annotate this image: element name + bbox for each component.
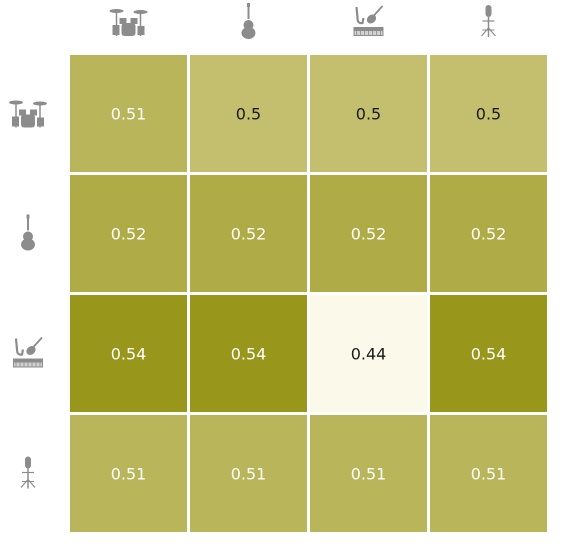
heatmap-cell-label-r1-c1: 0.52 [231, 225, 267, 244]
heatmap-cell-label-r1-c3: 0.52 [471, 225, 507, 244]
heatmap-cell-label-r0-c1: 0.5 [236, 105, 261, 124]
heatmap-cell-r0-c0 [70, 55, 187, 172]
heatmap-cell-label-r3-c2: 0.51 [351, 465, 387, 484]
row-violin-icon [21, 214, 35, 251]
heatmap-cell-r3-c3 [430, 415, 547, 532]
heatmap-cell-r2-c1 [190, 295, 307, 412]
heatmap-cell-r3-c1 [190, 415, 307, 532]
heatmap-cell-label-r0-c0: 0.51 [111, 105, 147, 124]
row-instruments-keyboard-icon [13, 336, 43, 368]
heatmap-cell-r3-c0 [70, 415, 187, 532]
col-instruments-keyboard-icon [353, 5, 384, 36]
heatmap-cell-r2-c3 [430, 295, 547, 412]
heatmap-cells: 0.51 0.5 0.5 0.5 0.52 0.52 0.52 0.52 0.54 0.54 0.4… [70, 55, 547, 532]
heatmap-cell-r3-c2 [310, 415, 427, 532]
heatmap-cell-label-r2-c3: 0.54 [471, 345, 507, 364]
row-icons [9, 100, 47, 489]
heatmap-cell-label-r3-c3: 0.51 [471, 465, 507, 484]
row-drum-kit-icon [9, 100, 47, 128]
heatmap-cell-label-r3-c1: 0.51 [231, 465, 267, 484]
heatmap-cell-label-r2-c2: 0.44 [351, 345, 387, 364]
heatmap-cell-label-r1-c2: 0.52 [351, 225, 387, 244]
col-microphone-stand-icon [481, 5, 496, 37]
heatmap-cell-label-r2-c1: 0.54 [231, 345, 267, 364]
col-violin-icon [241, 3, 256, 39]
heatmap-cell-label-r3-c0: 0.51 [111, 465, 147, 484]
heatmap-cell-label-r1-c0: 0.52 [111, 225, 147, 244]
heatmap-cell-r1-c2 [310, 175, 427, 292]
heatmap-cell-r1-c1 [190, 175, 307, 292]
heatmap-cell-r0-c3 [430, 55, 547, 172]
col-drum-kit-icon [109, 9, 148, 36]
heatmap-cell-r1-c0 [70, 175, 187, 292]
heatmap-cell-r0-c2 [310, 55, 427, 172]
heatmap-cell-r0-c1 [190, 55, 307, 172]
column-icons [109, 3, 496, 39]
row-microphone-stand-icon [20, 456, 36, 489]
heatmap-cell-r1-c3 [430, 175, 547, 292]
heatmap-cell-label-r0-c3: 0.5 [476, 105, 501, 124]
heatmap-cell-r2-c0 [70, 295, 187, 412]
heatmap-cell-label-r0-c2: 0.5 [356, 105, 381, 124]
heatmap-cell-label-r2-c0: 0.54 [111, 345, 147, 364]
heatmap-cell-r2-c2 [310, 295, 427, 412]
